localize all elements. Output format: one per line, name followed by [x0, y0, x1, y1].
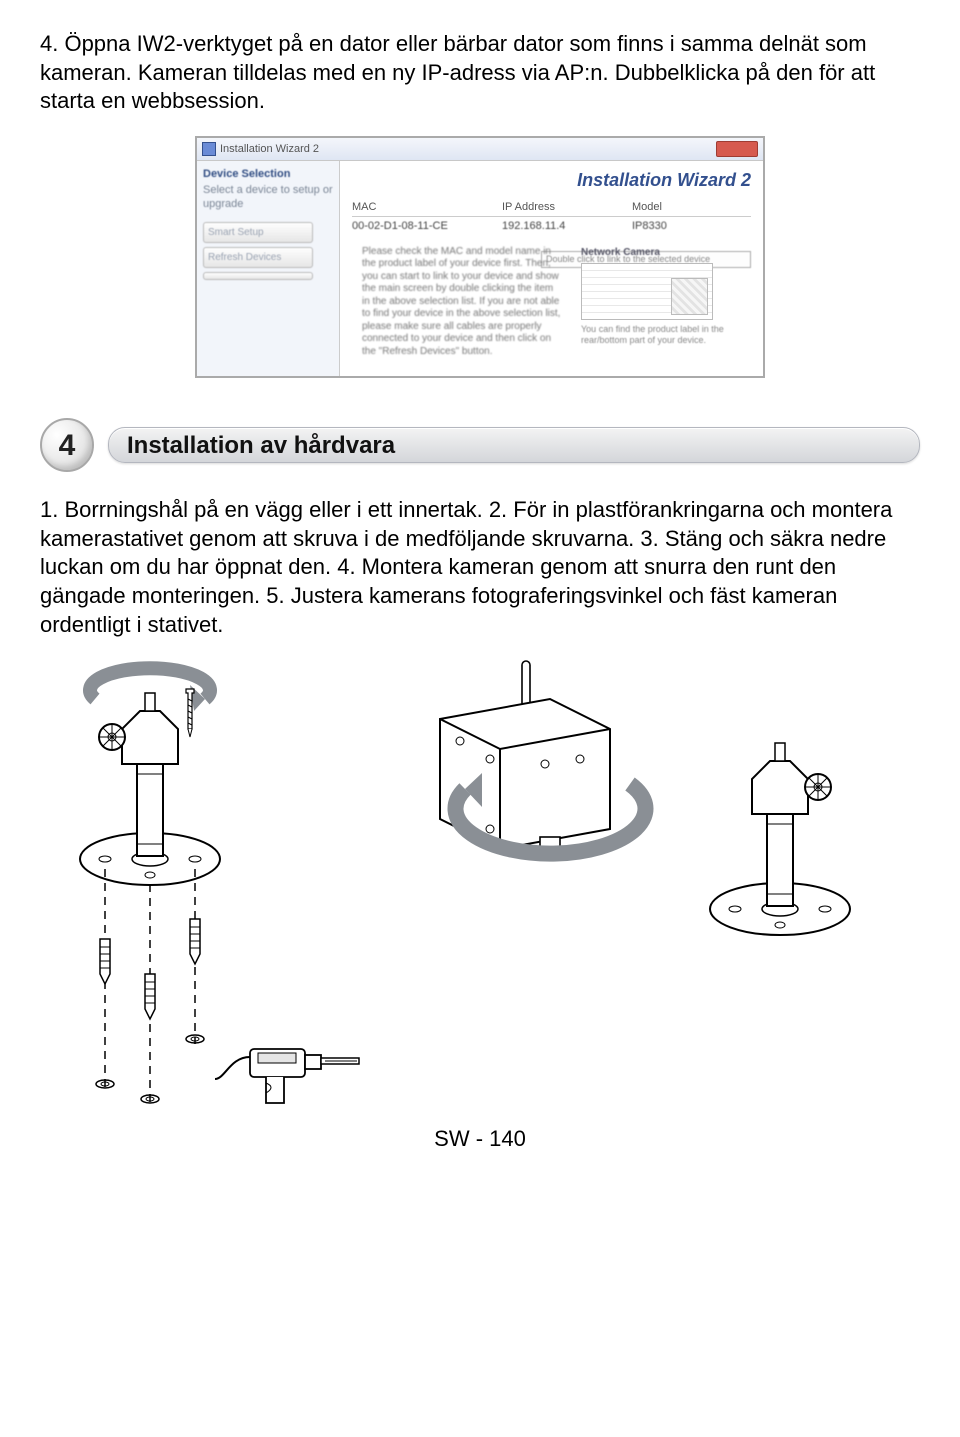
cell-ip: 192.168.11.4	[502, 219, 592, 233]
section-header: 4 Installation av hårdvara	[40, 418, 920, 472]
section-number-badge: 4	[40, 418, 94, 472]
app-icon	[202, 142, 216, 156]
device-selection-heading: Device Selection	[203, 167, 333, 181]
col-ip: IP Address	[502, 200, 592, 214]
section-title: Installation av hårdvara	[108, 427, 920, 463]
hardware-diagrams	[40, 659, 920, 1119]
side-button[interactable]	[203, 272, 313, 280]
instructions-text: Please check the MAC and model name in t…	[362, 246, 561, 359]
cell-mac: 00-02-D1-08-11-CE	[352, 219, 462, 233]
step4-paragraph: 4. Öppna IW2-verktyget på en dator eller…	[40, 30, 920, 116]
device-table-header: MAC IP Address Model	[352, 198, 751, 217]
window-titlebar: Installation Wizard 2	[197, 138, 763, 161]
smart-setup-button[interactable]: Smart Setup	[203, 222, 313, 243]
wizard-banner: Installation Wizard 2	[352, 169, 751, 192]
device-selection-sub: Select a device to setup or upgrade	[203, 183, 333, 212]
page-number: SW - 140	[40, 1125, 920, 1154]
hardware-instructions: 1. Borrningshål på en vägg eller i ett i…	[40, 496, 920, 639]
drill-icon	[215, 1049, 359, 1103]
col-mac: MAC	[352, 200, 462, 214]
window-title: Installation Wizard 2	[220, 142, 319, 156]
product-label-illustration	[581, 263, 713, 320]
device-table-row[interactable]: 00-02-D1-08-11-CE 192.168.11.4 IP8330	[352, 217, 751, 235]
network-camera-label: Network Camera	[581, 246, 741, 259]
installation-wizard-screenshot: Installation Wizard 2 Device Selection S…	[195, 136, 765, 378]
cell-model: IP8330	[632, 219, 667, 233]
close-icon[interactable]	[716, 141, 758, 157]
product-label-note: You can find the product label in the re…	[581, 324, 741, 347]
col-model: Model	[632, 200, 662, 214]
refresh-devices-button[interactable]: Refresh Devices	[203, 247, 313, 268]
